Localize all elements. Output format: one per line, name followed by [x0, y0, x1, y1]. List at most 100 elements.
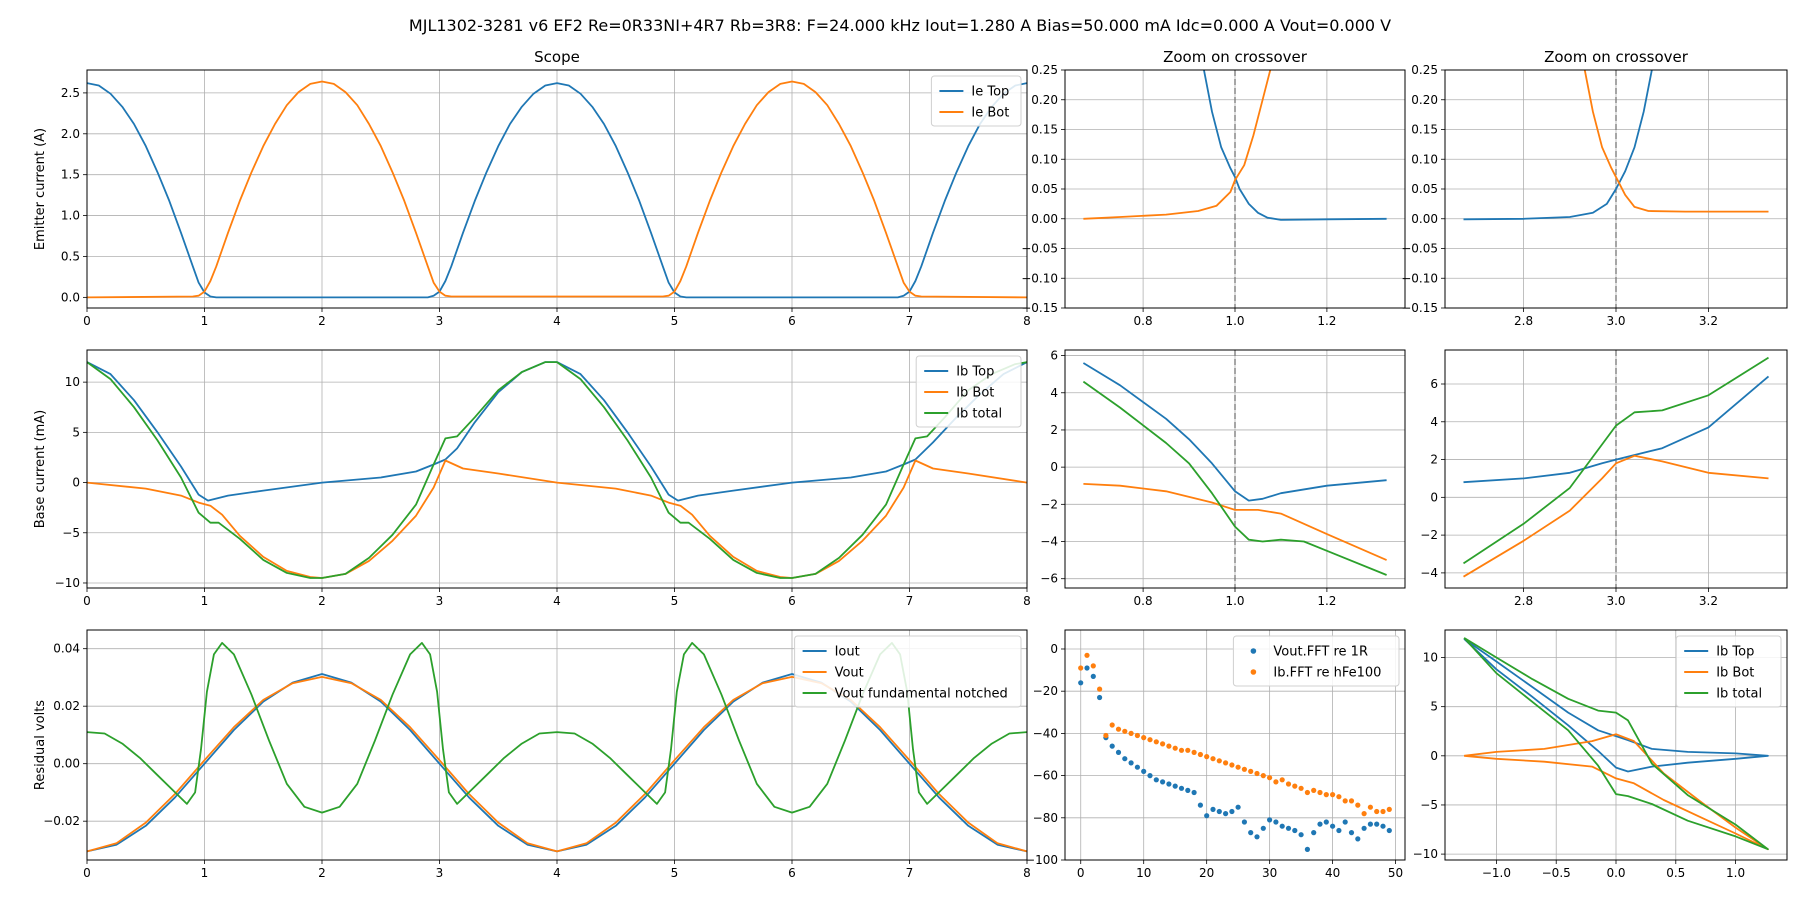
legend: Ib Top Ib Bot Ib total	[1675, 635, 1782, 708]
series-point-fft-0-2	[1090, 673, 1096, 680]
y-tick-label: 0.04	[53, 642, 80, 656]
x-tick-label: 0	[83, 314, 91, 328]
subplot-grid: 0 1 2 3 4 5 6 7 8 0.0 0.5 1.0 1.5 2.0 2.5 Scope Emitter …	[33, 48, 1788, 880]
series-point-fft-0-3	[1097, 694, 1103, 701]
y-tick-label: −10	[55, 576, 80, 590]
series-point-fft-0-33	[1285, 825, 1292, 831]
x-tick-label: 3	[436, 314, 444, 328]
y-tick-label: −20	[1033, 684, 1058, 698]
series-point-fft-1-22	[1216, 758, 1222, 764]
legend-label: Ib Bot	[956, 386, 994, 401]
y-tick-label: 10	[1423, 651, 1438, 665]
x-tick-label: 0	[83, 866, 91, 880]
series-point-fft-0-18	[1191, 789, 1197, 796]
subplot-zoom3_ib: 2.8 3.0 3.2 −4 −2 0 2 4 6	[1420, 349, 1788, 608]
legend: Ib Top Ib Bot Ib total	[915, 355, 1022, 428]
x-tick-label: 0	[83, 594, 91, 608]
x-tick-label: 3.0	[1606, 314, 1625, 328]
x-tick-label: 7	[906, 594, 914, 608]
series-point-fft-1-25	[1235, 764, 1241, 770]
y-tick-label: 6	[1050, 349, 1058, 363]
x-tick-label: 4	[553, 594, 561, 608]
legend-label: Vout.FFT re 1R	[1273, 645, 1368, 660]
legend-swatch	[1250, 648, 1257, 654]
series-point-fft-0-30	[1267, 817, 1273, 823]
series-point-fft-0-41	[1336, 827, 1342, 834]
series-point-fft-1-0	[1078, 665, 1084, 671]
series-point-fft-1-2	[1090, 663, 1096, 669]
series-point-fft-0-45	[1361, 825, 1367, 831]
series-point-fft-1-15	[1172, 745, 1178, 751]
x-tick-label: 3.2	[1699, 594, 1718, 608]
series-point-fft-1-28	[1254, 770, 1260, 777]
legend: Vout.FFT re 1R Ib.FFT re hFe100	[1232, 635, 1400, 687]
series-point-fft-1-4	[1103, 732, 1109, 739]
y-axis-label: Residual volts	[33, 700, 48, 790]
x-tick-label: 40	[1325, 866, 1340, 880]
legend-label: Ib Top	[1716, 645, 1754, 660]
plot-area	[1078, 652, 1392, 853]
series-point-fft-0-36	[1304, 846, 1310, 853]
series-line-scope_ib-1	[87, 459, 1027, 579]
legend-box	[930, 75, 1022, 127]
series-point-fft-1-5	[1109, 722, 1115, 728]
series-point-fft-1-10	[1141, 735, 1147, 741]
series-point-fft-1-1	[1084, 652, 1090, 658]
x-tick-label: 4	[553, 314, 561, 328]
series-point-fft-0-13	[1160, 779, 1166, 785]
y-tick-label: 1.5	[61, 168, 80, 182]
legend-label: Ib Top	[956, 365, 994, 380]
series-line-zoom1_ib-1	[1083, 483, 1387, 561]
y-tick-label: −2	[1040, 497, 1058, 511]
y-tick-label: 0.02	[53, 699, 80, 713]
y-tick-label: 0	[1430, 749, 1438, 763]
subplot-title: Zoom on crossover	[1544, 48, 1689, 66]
x-tick-label: 3.0	[1606, 594, 1625, 608]
x-tick-label: 0.8	[1134, 314, 1153, 328]
x-tick-label: 6	[788, 314, 796, 328]
series-line-xy_ib-2	[1463, 637, 1769, 851]
y-tick-label: −0.05	[1021, 242, 1058, 256]
y-tick-label: 2	[1050, 423, 1058, 437]
x-tick-label: 4	[553, 866, 561, 880]
series-point-fft-0-20	[1204, 813, 1210, 819]
series-point-fft-0-32	[1279, 823, 1285, 829]
series-line-zoom1_ie-0	[1203, 70, 1387, 221]
y-tick-label: 0.5	[61, 249, 80, 263]
legend-box	[915, 355, 1022, 428]
series-point-fft-1-45	[1361, 811, 1367, 817]
series-point-fft-0-31	[1273, 819, 1279, 825]
axes-frame	[1064, 629, 1406, 861]
x-tick-label: 1	[201, 314, 209, 328]
series-line-scope_ie-1	[87, 80, 1027, 299]
series-point-fft-1-11	[1147, 737, 1153, 743]
y-tick-label: −10	[1413, 847, 1438, 861]
series-point-fft-0-28	[1254, 834, 1260, 840]
x-tick-label: 0.5	[1666, 866, 1685, 880]
series-point-fft-1-24	[1229, 762, 1235, 768]
series-point-fft-0-43	[1348, 830, 1355, 836]
x-tick-label: −0.5	[1542, 866, 1571, 880]
plot-area	[87, 361, 1027, 579]
x-tick-label: 1	[201, 594, 209, 608]
series-point-fft-1-23	[1223, 760, 1229, 766]
y-tick-label: 5	[1430, 700, 1438, 714]
series-line-zoom3_ib-2	[1463, 356, 1769, 565]
x-tick-label: 50	[1388, 866, 1403, 880]
legend: Ie Top Ie Bot	[930, 75, 1022, 127]
x-tick-label: 2.8	[1514, 594, 1533, 608]
series-point-fft-0-40	[1330, 823, 1336, 829]
plot-area	[1463, 637, 1769, 851]
series-point-fft-0-49	[1386, 827, 1392, 834]
series-point-fft-0-34	[1292, 827, 1298, 834]
y-tick-label: −5	[1420, 798, 1438, 812]
x-tick-label: 0.0	[1606, 866, 1625, 880]
x-tick-label: 1.2	[1317, 314, 1336, 328]
series-point-fft-1-41	[1336, 794, 1342, 800]
x-tick-label: 2	[318, 314, 326, 328]
x-tick-label: 6	[788, 866, 796, 880]
series-point-fft-0-24	[1229, 808, 1235, 815]
series-point-fft-1-8	[1128, 730, 1134, 737]
x-tick-label: 5	[671, 314, 679, 328]
series-line-scope_ie-0	[87, 82, 1027, 299]
